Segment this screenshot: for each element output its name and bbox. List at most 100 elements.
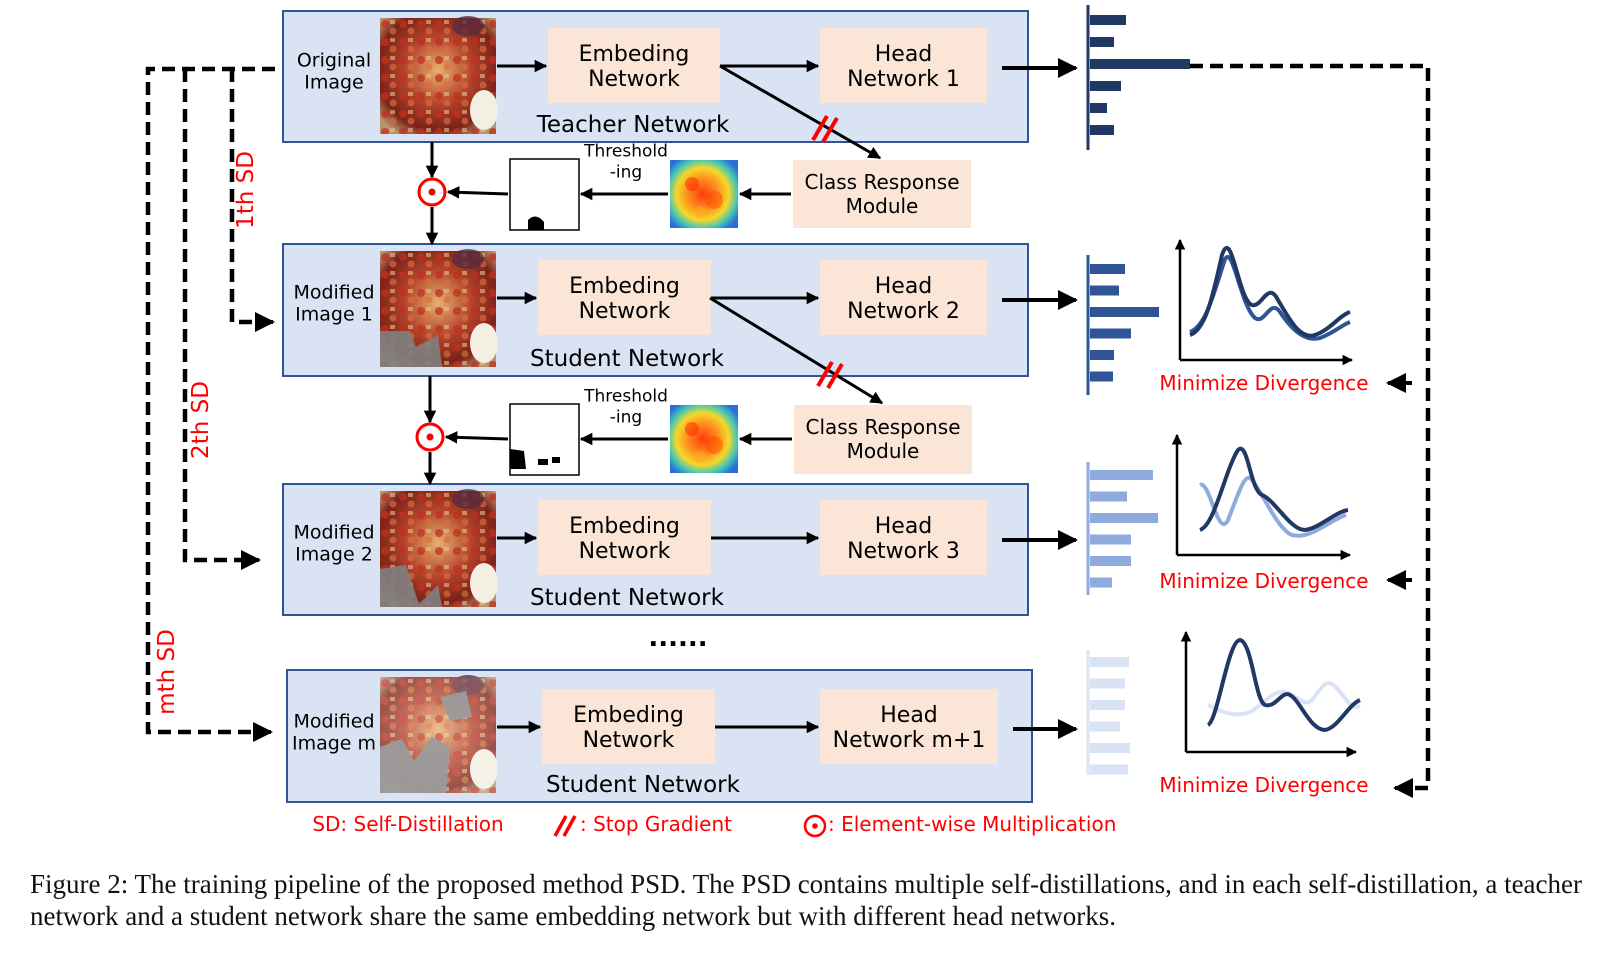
distribution-bar [1090, 513, 1158, 523]
food-image [380, 16, 498, 134]
multiplication-dot [426, 433, 434, 441]
network-type-label: Student Network [546, 772, 741, 798]
mask-blob [510, 449, 526, 469]
input-label-line-2: Image 1 [295, 304, 373, 326]
output-distribution-2 [1086, 255, 1159, 395]
distribution-bar [1090, 700, 1125, 710]
sd-label-3: mth SD [154, 629, 180, 715]
mask-blob [528, 216, 544, 230]
embedding-to-crm-arrow [719, 64, 882, 160]
distribution-bar [1090, 556, 1131, 566]
sd-label-1: 1th SD [233, 151, 259, 229]
heatmap-image [670, 160, 738, 228]
output-distribution-4 [1086, 650, 1130, 775]
mask-to-multiply-arrow [444, 431, 509, 444]
embedding-label-line-1: Embeding [569, 514, 680, 539]
head-label-line-1: Head [880, 703, 938, 728]
crm-label-line-2: Module [847, 439, 920, 463]
erased-region-mask [380, 691, 472, 793]
distribution-bar [1090, 264, 1125, 274]
legend-stop-gradient-icon [553, 815, 568, 837]
distribution-bar [1090, 81, 1121, 91]
crm-label-line-2: Module [846, 194, 919, 218]
minimize-divergence-label: Minimize Divergence [1159, 569, 1368, 593]
head-label-line-2: Network 2 [847, 299, 960, 324]
student-distribution-curve [1207, 681, 1362, 717]
divergence-chart-1: Minimize Divergence [1159, 238, 1369, 395]
ellipsis-label: ...... [648, 623, 707, 653]
head-label-line-1: Head [875, 274, 933, 299]
food-image-thumbnail [380, 16, 498, 134]
distribution-bar [1090, 285, 1119, 296]
stop-gradient-slash [821, 116, 839, 144]
food-image-thumbnail [380, 675, 498, 793]
stop-gradient-slash [826, 362, 844, 390]
dashed-route-mth-sd [145, 66, 275, 735]
embedding-network-box [538, 500, 711, 575]
legend-stop-gradient: : Stop Gradient [580, 812, 732, 836]
head-network-box [820, 689, 998, 764]
embedding-label-line-1: Embeding [573, 703, 684, 728]
class-activation-heatmap [670, 160, 738, 228]
embedding-to-crm-arrow [709, 296, 884, 405]
divergence-chart-2: Minimize Divergence [1159, 433, 1369, 593]
head-label-line-1: Head [875, 42, 933, 67]
distribution-bar [1090, 15, 1126, 25]
head-label-line-1: Head [875, 514, 933, 539]
mask-blob [552, 457, 560, 463]
distribution-bar [1090, 328, 1131, 339]
distribution-bar [1090, 743, 1130, 753]
distribution-bar [1090, 534, 1131, 545]
input-label-line-1: Modified [293, 522, 374, 544]
head-label-line-2: Network m+1 [833, 728, 986, 753]
embedding-network-box [538, 260, 711, 335]
input-label-line-2: Image 2 [295, 544, 373, 566]
embedding-label-line-1: Embeding [569, 274, 680, 299]
thresholding-label-line-2: -ing [610, 162, 642, 182]
embedding-label-line-2: Network [588, 67, 680, 92]
embedding-label-line-1: Embeding [579, 42, 690, 67]
multiplication-dot [428, 188, 436, 196]
distribution-bar [1090, 657, 1129, 667]
input-label-line-1: Modified [293, 282, 374, 304]
food-image-thumbnail [380, 489, 498, 607]
thresholding-label-line-1: Threshold [583, 141, 668, 161]
head-network-box [820, 260, 987, 335]
dashed-route-2th-sd [182, 69, 244, 563]
distribution-bar [1090, 577, 1112, 588]
minimize-divergence-label: Minimize Divergence [1159, 371, 1368, 395]
stop-gradient-slash [811, 114, 829, 142]
figure-caption: Figure 2: The training pipeline of the p… [30, 869, 1582, 931]
distribution-bar [1090, 350, 1114, 360]
faded-overlay [380, 677, 496, 793]
distribution-bar [1090, 125, 1114, 135]
distribution-bar [1090, 37, 1114, 47]
crm-label-line-1: Class Response [804, 170, 959, 194]
teacher-distribution-curve [1206, 637, 1361, 733]
erased-region-mask [380, 331, 442, 367]
erased-region-mask [380, 565, 442, 607]
legend-stop-gradient-icon [562, 815, 577, 837]
thresholding-label-line-1: Threshold [583, 386, 668, 406]
distribution-bar [1090, 307, 1159, 317]
legend-multiplication-dot [812, 823, 818, 829]
binary-mask-box [509, 158, 580, 231]
mask-blob [538, 459, 548, 465]
network-type-label: Student Network [530, 585, 725, 611]
input-label-line-2: Image m [292, 733, 376, 755]
distribution-bar [1090, 678, 1125, 689]
head-label-line-2: Network 1 [847, 67, 960, 92]
input-label-line-2: Image [304, 72, 364, 94]
legend-multiplication: : Element-wise Multiplication [828, 812, 1116, 836]
crm-label-line-1: Class Response [805, 415, 960, 439]
teacher-distribution-curve [1198, 446, 1349, 533]
output-distribution-3 [1086, 462, 1158, 595]
class-response-module-box [793, 160, 971, 228]
thresholding-label-line-2: -ing [610, 407, 642, 427]
distribution-bar [1090, 470, 1153, 480]
